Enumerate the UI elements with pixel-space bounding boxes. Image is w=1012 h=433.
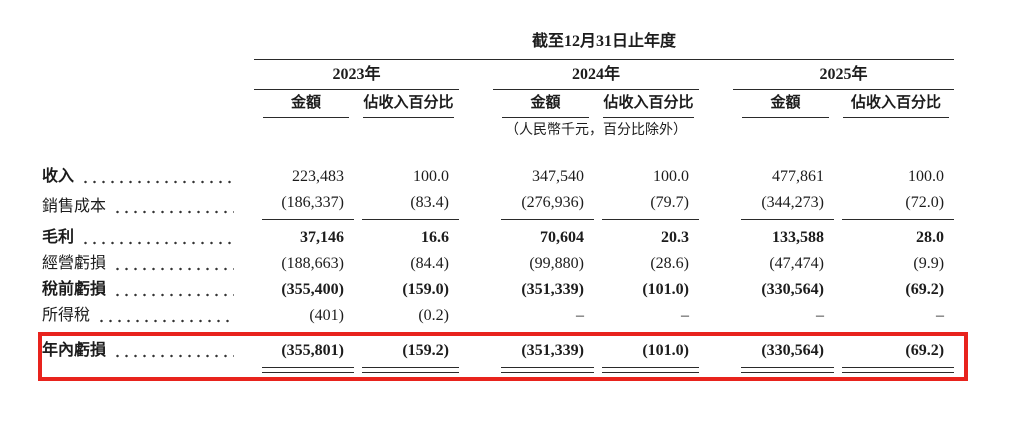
cell-value: (9.9) xyxy=(913,255,945,272)
cell-value: – xyxy=(816,307,824,324)
dot-leader xyxy=(97,319,234,323)
cell-value: (0.2) xyxy=(418,307,449,324)
cell-value: (79.7) xyxy=(602,190,699,220)
dot-leader xyxy=(81,241,234,245)
cell-value: – xyxy=(936,307,945,324)
table-row-cost-of-sales: 銷售成本 (186,337) (83.4) (276,936) (79.7) (… xyxy=(42,190,955,220)
dot-leader xyxy=(113,293,234,297)
cell-value: 347,540 xyxy=(532,168,584,185)
table-row-operating-loss: 經營虧損 (188,663) (84.4) (99,880) (28.6) (4… xyxy=(42,251,954,277)
double-rule xyxy=(262,367,354,373)
cell-value: (330,564) xyxy=(761,281,824,298)
highlight-box xyxy=(38,332,968,381)
subheader-row: 金額 佔收入百分比 金額 佔收入百分比 金額 佔收入百分比 xyxy=(42,90,954,118)
double-rule xyxy=(842,367,955,373)
cell-value: 16.6 xyxy=(421,229,449,246)
cell-value: 223,483 xyxy=(292,168,344,185)
cell-value: (84.4) xyxy=(410,255,449,272)
year-header-row: 2023年 2024年 2025年 xyxy=(42,59,955,90)
cell-value: (83.4) xyxy=(362,190,459,220)
year-header-2023: 2023年 xyxy=(254,59,459,90)
unit-note-row: （人民幣千元，百分比除外） xyxy=(42,118,954,142)
double-rule xyxy=(362,367,459,373)
cell-value: (69.2) xyxy=(905,281,945,298)
row-label: 所得稅 xyxy=(42,307,91,324)
col-header-amount-2023: 金額 xyxy=(263,90,349,118)
cell-value: (47,474) xyxy=(769,255,824,272)
cell-value: (276,936) xyxy=(501,190,594,220)
cell-value: (351,339) xyxy=(521,281,584,298)
table-row-loss-before-tax: 稅前虧損 (355,400) (159.0) (351,339) (101.0)… xyxy=(42,277,954,303)
cell-value: – xyxy=(576,307,584,324)
cell-value: (72.0) xyxy=(842,190,955,220)
period-header-row: 截至12月31日止年度 xyxy=(42,30,955,60)
cell-value: (28.6) xyxy=(650,255,689,272)
cell-value: (101.0) xyxy=(642,281,689,298)
cell-value: 28.0 xyxy=(916,229,945,246)
dot-leader xyxy=(81,180,234,184)
row-label: 收入 xyxy=(42,168,75,185)
row-label: 稅前虧損 xyxy=(42,281,107,298)
row-label: 年內虧損 xyxy=(42,342,107,359)
dot-leader xyxy=(113,354,234,358)
financial-table: 截至12月31日止年度 2023年 2024年 2025年 金額 佔收入百分比 … xyxy=(42,30,955,373)
col-header-pct-2023: 佔收入百分比 xyxy=(363,90,454,118)
year-header-2024: 2024年 xyxy=(493,59,699,90)
col-header-amount-2024: 金額 xyxy=(502,90,589,118)
row-label: 經營虧損 xyxy=(42,255,107,272)
double-rule xyxy=(602,367,699,373)
cell-value: (99,880) xyxy=(529,255,584,272)
cell-value: 70,604 xyxy=(540,229,584,246)
dot-leader xyxy=(113,267,234,271)
cell-value: 100.0 xyxy=(908,168,945,185)
dot-leader xyxy=(113,210,234,214)
cell-value: (401) xyxy=(309,307,344,324)
col-header-pct-2025: 佔收入百分比 xyxy=(843,90,950,118)
cell-value: – xyxy=(681,307,689,324)
cell-value: (159.0) xyxy=(402,281,449,298)
cell-value: (344,273) xyxy=(741,190,834,220)
table-row-gross-profit: 毛利 37,146 16.6 70,604 20.3 133,588 28.0 xyxy=(42,220,954,251)
cell-value: (188,663) xyxy=(281,255,344,272)
cell-value: 100.0 xyxy=(653,168,689,185)
double-rule-row xyxy=(42,364,955,373)
table-row-income-tax: 所得稅 (401) (0.2) – – – – xyxy=(42,303,954,333)
col-header-pct-2024: 佔收入百分比 xyxy=(603,90,694,118)
table-row-revenue: 收入 223,483 100.0 347,540 100.0 477,861 1… xyxy=(42,164,954,190)
period-header: 截至12月31日止年度 xyxy=(254,30,955,60)
cell-value: 133,588 xyxy=(772,229,824,246)
cell-value: 100.0 xyxy=(413,168,449,185)
cell-value: 20.3 xyxy=(661,229,689,246)
unit-note: （人民幣千元，百分比除外） xyxy=(505,123,687,138)
year-header-2025: 2025年 xyxy=(733,59,955,90)
row-label: 毛利 xyxy=(42,229,75,246)
cell-value: 477,861 xyxy=(772,168,824,185)
double-rule xyxy=(741,367,834,373)
cell-value: 37,146 xyxy=(300,229,344,246)
col-header-amount-2025: 金額 xyxy=(742,90,829,118)
cell-value: (186,337) xyxy=(262,190,354,220)
cell-value: (355,400) xyxy=(281,281,344,298)
double-rule xyxy=(501,367,594,373)
row-label: 銷售成本 xyxy=(42,198,107,215)
